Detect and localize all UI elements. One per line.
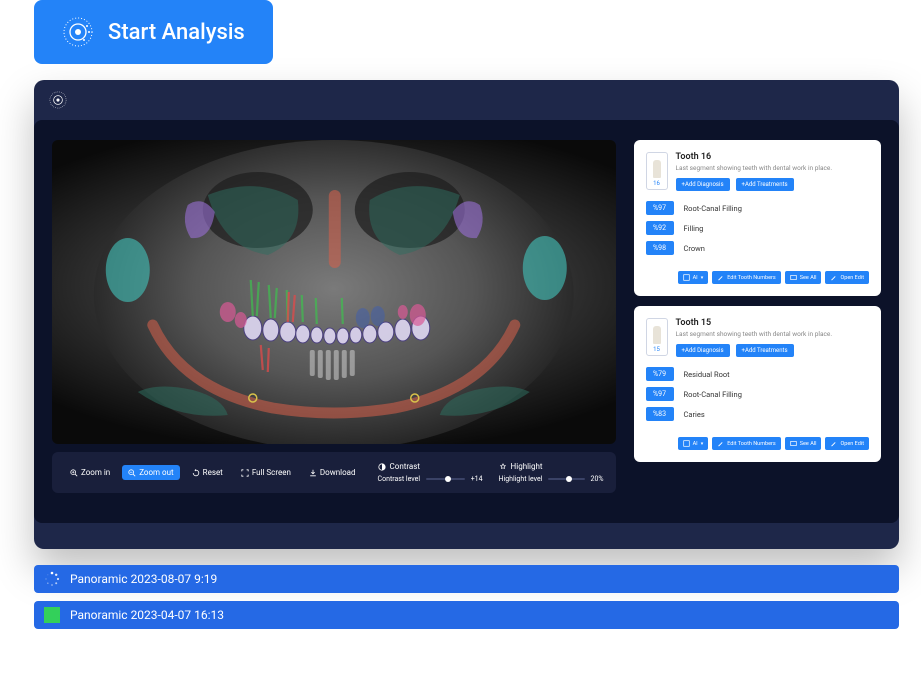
edit-tooth-numbers-button[interactable]: Edit Tooth Numbers xyxy=(712,271,781,284)
diagnosis-label: Filling xyxy=(684,224,704,233)
contrast-control: Contrast Contrast level +14 xyxy=(378,462,483,483)
diagnosis-label: Caries xyxy=(684,410,705,419)
xray-viewer[interactable] xyxy=(52,140,616,444)
session-list: Panoramic 2023-08-07 9:19 Panoramic 2023-… xyxy=(34,565,899,629)
highlight-sublabel: Highlight level xyxy=(499,475,543,483)
logo-icon xyxy=(48,90,68,110)
contrast-sublabel: Contrast level xyxy=(378,475,421,483)
diagnosis-label: Crown xyxy=(684,244,705,253)
contrast-icon xyxy=(378,463,386,471)
square-icon xyxy=(44,607,60,623)
zoom-in-icon xyxy=(70,469,78,477)
right-column: 16 Tooth 16 Last segment showing teeth w… xyxy=(634,140,881,493)
diagnosis-item: %79 Residual Root xyxy=(646,367,869,381)
ai-button[interactable]: AI ▾ xyxy=(678,271,709,284)
open-edit-button[interactable]: Open Edit xyxy=(825,271,869,284)
viewer-controls: Zoom in Zoom out Reset Full Screen xyxy=(52,452,616,493)
diagnosis-label: Root-Canal Filling xyxy=(684,390,742,399)
left-column: Zoom in Zoom out Reset Full Screen xyxy=(52,140,616,493)
contrast-value: +14 xyxy=(471,475,483,483)
fullscreen-label: Full Screen xyxy=(252,468,291,477)
reset-button[interactable]: Reset xyxy=(186,465,229,480)
logo-icon xyxy=(62,16,94,48)
download-button[interactable]: Download xyxy=(303,465,362,480)
diagnosis-item: %98 Crown xyxy=(646,241,869,255)
diagnosis-item: %83 Caries xyxy=(646,407,869,421)
add-diagnosis-button[interactable]: +Add Diagnosis xyxy=(676,344,730,357)
reset-icon xyxy=(192,469,200,477)
session-label: Panoramic 2023-04-07 16:13 xyxy=(70,608,224,622)
confidence-badge: %98 xyxy=(646,241,674,255)
diagnosis-item: %97 Root-Canal Filling xyxy=(646,201,869,215)
app-frame: Zoom in Zoom out Reset Full Screen xyxy=(34,80,899,549)
download-icon xyxy=(309,469,317,477)
tooth-thumbnail[interactable]: 16 xyxy=(646,152,668,190)
diagnosis-item: %92 Filling xyxy=(646,221,869,235)
app-header xyxy=(34,80,899,120)
tooth-number: 16 xyxy=(653,180,660,187)
highlight-slider[interactable] xyxy=(548,478,584,480)
app-body: Zoom in Zoom out Reset Full Screen xyxy=(34,120,899,523)
reset-label: Reset xyxy=(203,468,223,477)
highlight-control: Highlight Highlight level 20% xyxy=(499,462,604,483)
tooth-title: Tooth 15 xyxy=(676,318,869,328)
fullscreen-icon xyxy=(241,469,249,477)
zoom-in-label: Zoom in xyxy=(81,468,110,477)
start-analysis-label: Start Analysis xyxy=(108,20,245,45)
open-edit-button[interactable]: Open Edit xyxy=(825,437,869,450)
tooth-title: Tooth 16 xyxy=(676,152,869,162)
edit-tooth-numbers-button[interactable]: Edit Tooth Numbers xyxy=(712,437,781,450)
tooth-card: 15 Tooth 15 Last segment showing teeth w… xyxy=(634,306,881,462)
add-treatments-button[interactable]: +Add Treatments xyxy=(736,344,794,357)
diagnosis-label: Root-Canal Filling xyxy=(684,204,742,213)
see-all-button[interactable]: See All xyxy=(785,437,822,450)
fullscreen-button[interactable]: Full Screen xyxy=(235,465,297,480)
confidence-badge: %92 xyxy=(646,221,674,235)
session-label: Panoramic 2023-08-07 9:19 xyxy=(70,572,217,586)
see-all-button[interactable]: See All xyxy=(785,271,822,284)
contrast-label: Contrast xyxy=(390,462,420,471)
spinner-icon xyxy=(44,571,60,587)
add-diagnosis-button[interactable]: +Add Diagnosis xyxy=(676,178,730,191)
contrast-slider[interactable] xyxy=(426,478,465,480)
highlight-label: Highlight xyxy=(511,462,543,471)
confidence-badge: %97 xyxy=(646,387,674,401)
zoom-in-button[interactable]: Zoom in xyxy=(64,465,116,480)
confidence-badge: %83 xyxy=(646,407,674,421)
session-row[interactable]: Panoramic 2023-04-07 16:13 xyxy=(34,601,899,629)
highlight-icon xyxy=(499,463,507,471)
zoom-out-label: Zoom out xyxy=(139,468,173,477)
tooth-number: 15 xyxy=(653,346,660,353)
zoom-out-icon xyxy=(128,469,136,477)
add-treatments-button[interactable]: +Add Treatments xyxy=(736,178,794,191)
tooth-description: Last segment showing teeth with dental w… xyxy=(676,330,869,338)
confidence-badge: %97 xyxy=(646,201,674,215)
tooth-card: 16 Tooth 16 Last segment showing teeth w… xyxy=(634,140,881,296)
highlight-value: 20% xyxy=(591,475,604,483)
download-label: Download xyxy=(320,468,356,477)
diagnosis-item: %97 Root-Canal Filling xyxy=(646,387,869,401)
tooth-description: Last segment showing teeth with dental w… xyxy=(676,164,869,172)
start-analysis-button[interactable]: Start Analysis xyxy=(34,0,273,64)
ai-button[interactable]: AI ▾ xyxy=(678,437,709,450)
tooth-thumbnail[interactable]: 15 xyxy=(646,318,668,356)
session-row[interactable]: Panoramic 2023-08-07 9:19 xyxy=(34,565,899,593)
confidence-badge: %79 xyxy=(646,367,674,381)
diagnosis-label: Residual Root xyxy=(684,370,730,379)
zoom-out-button[interactable]: Zoom out xyxy=(122,465,179,480)
